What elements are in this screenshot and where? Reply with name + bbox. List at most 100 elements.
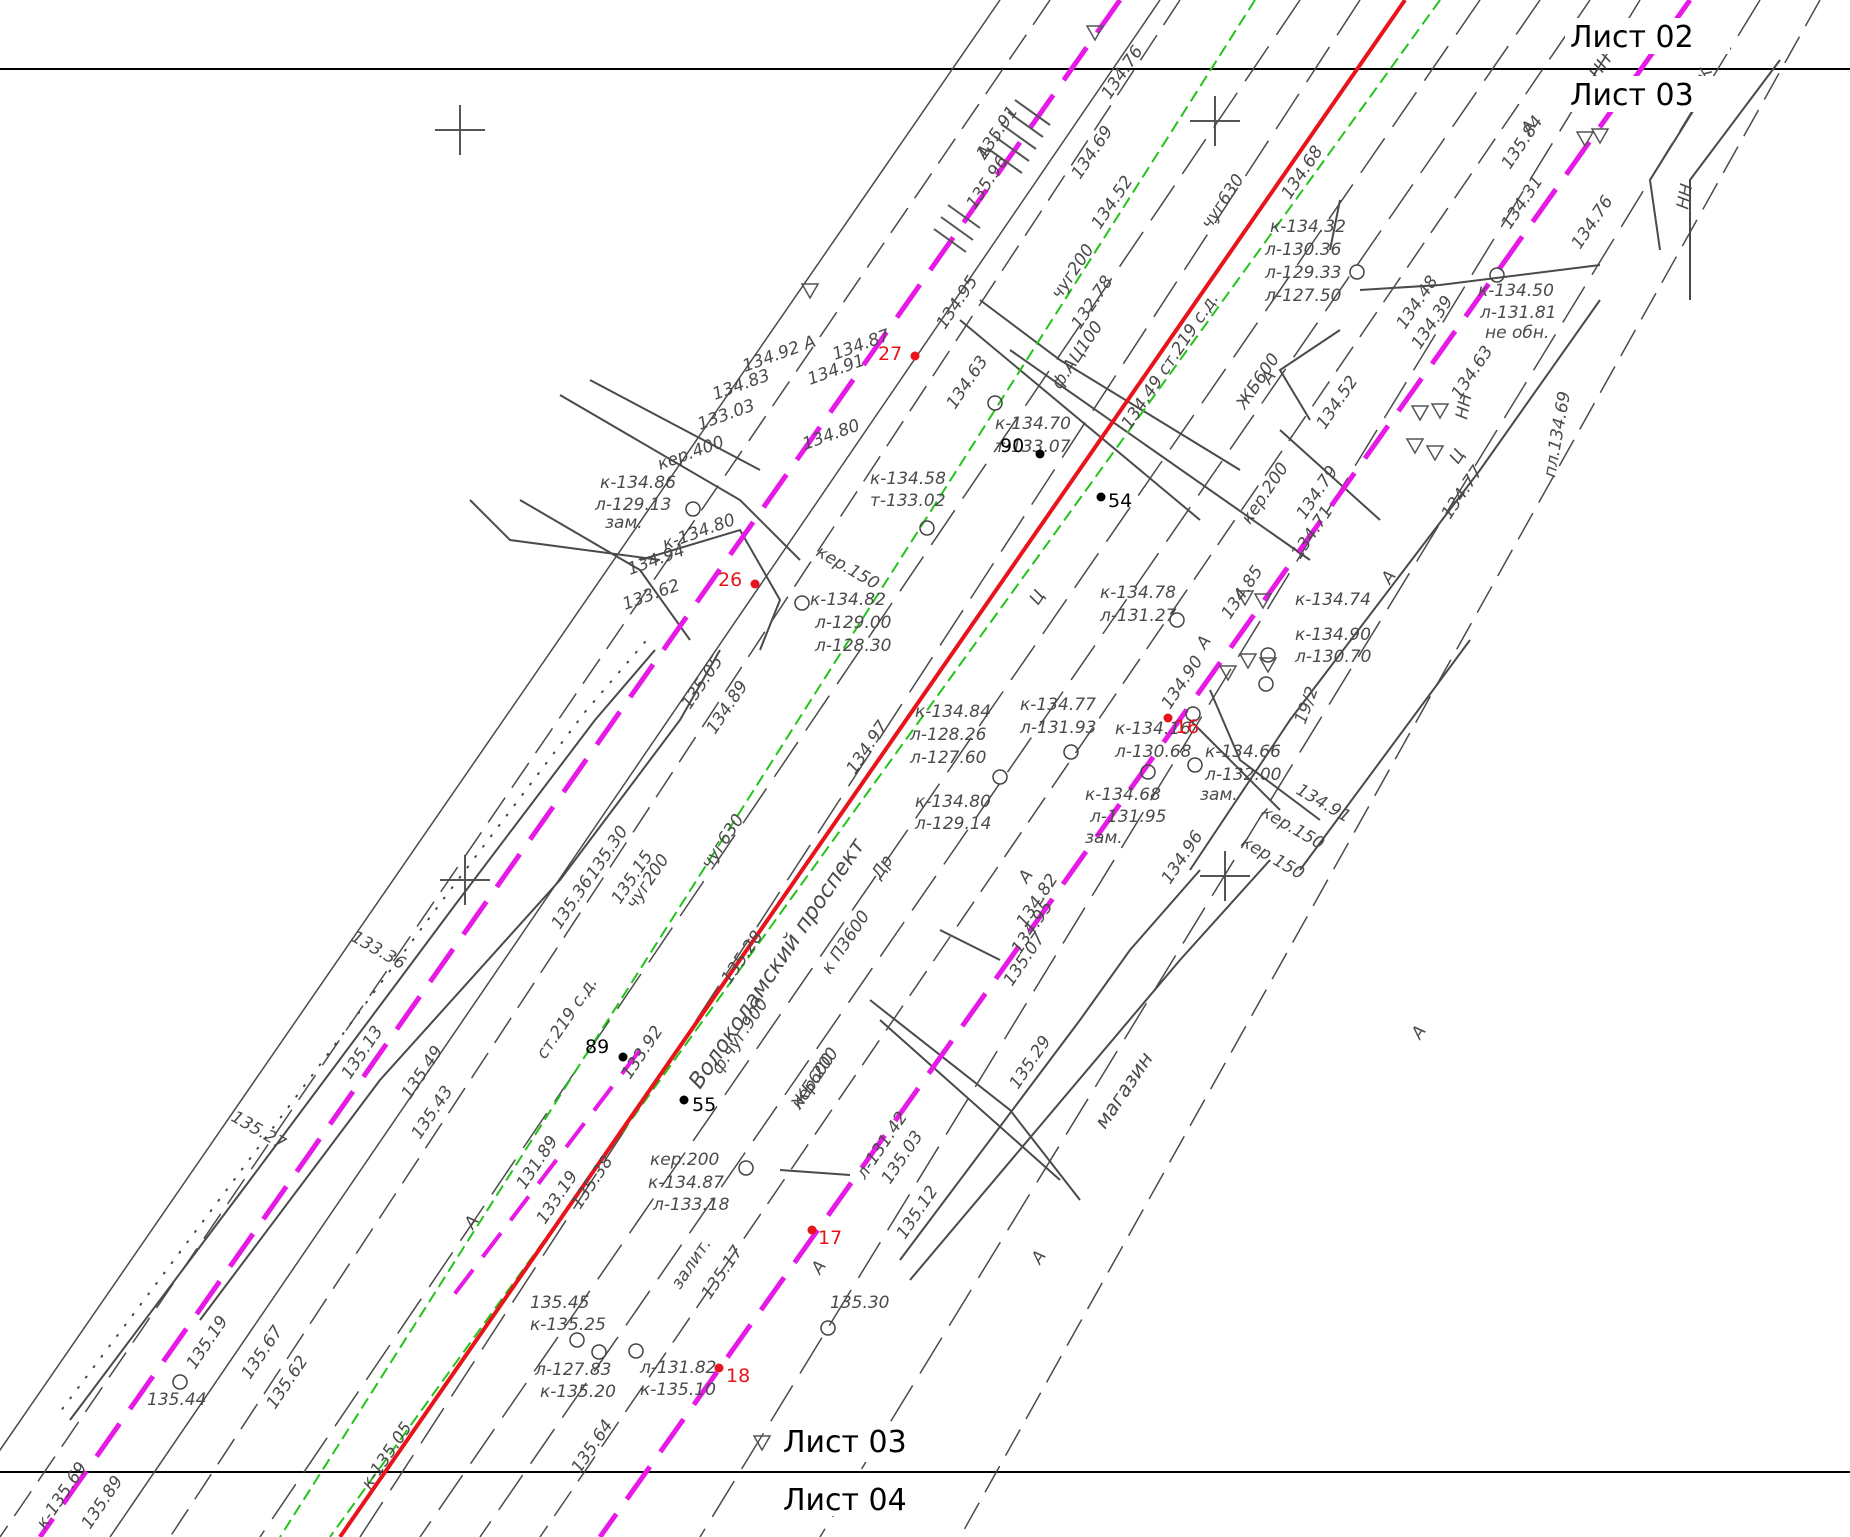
survey-point-label: 16	[1175, 716, 1199, 738]
street-line	[259, 0, 1301, 1537]
survey-label: л-130.68	[1114, 742, 1192, 762]
survey-point-label: 55	[692, 1094, 716, 1116]
survey-label: л-130.70	[1294, 647, 1371, 667]
sheet-label-bg-02	[1565, 18, 1730, 54]
survey-label: л-131.82	[639, 1358, 716, 1378]
street-line	[699, 0, 1641, 1537]
survey-point-17	[807, 1225, 817, 1235]
survey-point-55	[679, 1095, 689, 1105]
street-line	[0, 0, 1001, 1452]
survey-label: к-134.50	[1478, 281, 1554, 301]
survey-label: к-134.74	[1295, 590, 1371, 610]
route-green-dashed-a	[279, 0, 1256, 1537]
street-line	[169, 0, 1181, 1537]
crosswalk	[933, 99, 1051, 253]
survey-label: л-127.83	[534, 1360, 611, 1380]
survey-point-label: 54	[1108, 490, 1132, 512]
street-line	[539, 0, 1591, 1537]
sheet-label-bg-03-bottom	[778, 1426, 943, 1462]
survey-label: к-134.70	[995, 414, 1071, 434]
survey-point-label: 27	[878, 343, 902, 365]
survey-label: л-130.36	[1264, 240, 1342, 260]
survey-label: л-133.18	[652, 1195, 730, 1215]
survey-label: к-135.20	[540, 1382, 616, 1402]
survey-label: л-129.33	[1264, 263, 1341, 283]
survey-label: 135.45	[530, 1293, 589, 1313]
survey-label: к-134.86	[600, 473, 676, 493]
survey-label: к-135.25	[530, 1315, 606, 1335]
survey-label: л-131.93	[1019, 718, 1096, 738]
building-outlines	[69, 59, 1781, 1421]
tree-symbols	[752, 25, 1610, 1452]
survey-point-89	[618, 1052, 628, 1062]
street-line	[419, 0, 1481, 1537]
survey-label: к-134.16	[1115, 719, 1191, 739]
survey-label: к-134.58	[870, 469, 946, 489]
survey-point-label: 90	[1000, 435, 1024, 457]
survey-point-label: 17	[818, 1227, 842, 1249]
survey-label: НН	[1673, 182, 1697, 211]
survey-label: к-134.84	[915, 702, 991, 722]
survey-point-label: 18	[726, 1365, 750, 1387]
survey-points: 27 26 16 17 18 90 54 89 55	[585, 343, 1199, 1387]
survey-label: т-133.02	[870, 491, 946, 511]
survey-label: зам.	[1085, 828, 1123, 848]
street-line	[819, 0, 1761, 1537]
sheet-label-03-bottom: Лист 03	[783, 1425, 907, 1460]
route-magenta-a	[37, 0, 1123, 1537]
survey-label: 135.44	[147, 1390, 206, 1410]
survey-label: л-127.60	[909, 748, 986, 768]
survey-point-27	[910, 351, 920, 361]
survey-label: к-134.90	[1295, 625, 1371, 645]
survey-label: л-129.00	[814, 613, 891, 633]
route-magenta-c	[448, 1048, 642, 1302]
survey-point-16	[1163, 713, 1173, 723]
survey-label: кер.200	[650, 1150, 719, 1170]
survey-point-54	[1096, 492, 1106, 502]
survey-label: т-133.07	[995, 437, 1071, 457]
survey-label: к-134.78	[1100, 583, 1176, 603]
survey-label: к-134.80	[915, 792, 991, 812]
sheet-label-04: Лист 04	[783, 1483, 907, 1518]
survey-label: к-134.32	[1270, 217, 1346, 237]
survey-label: к-134.77	[1020, 695, 1096, 715]
sheet-label-02: Лист 02	[1570, 20, 1694, 55]
well-symbols	[172, 264, 1505, 1390]
survey-label: к-134.87	[648, 1173, 724, 1193]
survey-label: не обн.	[1485, 323, 1549, 343]
street-line	[0, 0, 1051, 1537]
survey-label: зам.	[605, 513, 643, 533]
survey-label: л-128.26	[909, 725, 987, 745]
survey-label: к-135.10	[640, 1380, 716, 1400]
survey-point-18	[714, 1363, 724, 1373]
sheet-label-bg-04	[778, 1480, 943, 1516]
route-magenta-b	[597, 0, 1693, 1537]
street-line	[109, 0, 1161, 1537]
survey-label: л-132.00	[1204, 765, 1281, 785]
survey-label: к-134.66	[1205, 742, 1281, 762]
route-green-dashed-b	[329, 0, 1441, 1537]
survey-point-26	[750, 579, 760, 589]
survey-label: л-129.13	[594, 495, 671, 515]
survey-label: л-131.27	[1099, 606, 1177, 626]
survey-label: к-134.68	[1085, 785, 1161, 805]
survey-point-label: 26	[718, 569, 742, 591]
survey-label: л-129.14	[914, 814, 991, 834]
sheet-label-bg-03-top	[1565, 76, 1730, 112]
survey-label: НН	[1452, 392, 1476, 421]
survey-label: к-134.82	[810, 590, 886, 610]
sheet-label-03-top: Лист 03	[1570, 78, 1694, 113]
fence-line	[59, 641, 646, 1413]
street-line	[479, 0, 1541, 1537]
survey-point-90	[1035, 449, 1045, 459]
survey-label: л-131.81	[1479, 303, 1556, 323]
survey-label: зам.	[1200, 785, 1238, 805]
survey-label: 135.30	[830, 1293, 889, 1313]
survey-label: л-128.30	[814, 636, 891, 656]
survey-point-label: 89	[585, 1036, 609, 1058]
survey-label: л-131.95	[1089, 807, 1166, 827]
street-line	[359, 0, 1361, 1537]
